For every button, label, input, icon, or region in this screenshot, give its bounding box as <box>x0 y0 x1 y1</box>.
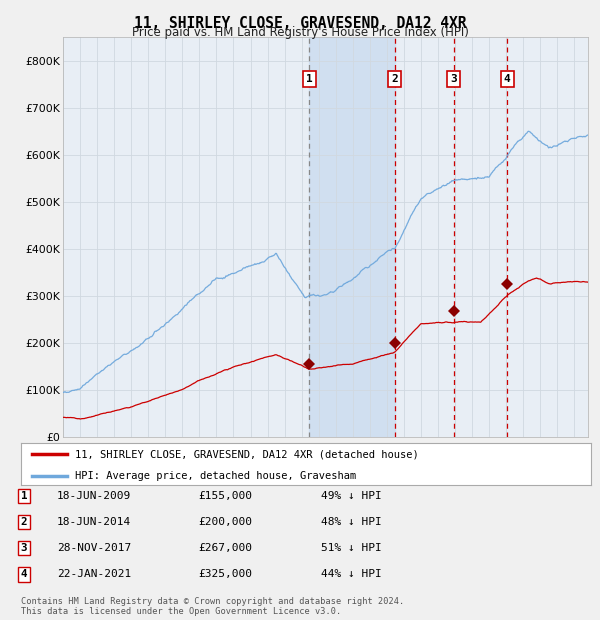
Text: Contains HM Land Registry data © Crown copyright and database right 2024.: Contains HM Land Registry data © Crown c… <box>21 597 404 606</box>
Text: 28-NOV-2017: 28-NOV-2017 <box>57 543 131 553</box>
Text: 11, SHIRLEY CLOSE, GRAVESEND, DA12 4XR (detached house): 11, SHIRLEY CLOSE, GRAVESEND, DA12 4XR (… <box>75 450 419 459</box>
Text: £200,000: £200,000 <box>198 517 252 527</box>
Text: £155,000: £155,000 <box>198 491 252 501</box>
Text: 4: 4 <box>504 74 511 84</box>
Text: This data is licensed under the Open Government Licence v3.0.: This data is licensed under the Open Gov… <box>21 607 341 616</box>
Text: 51% ↓ HPI: 51% ↓ HPI <box>321 543 382 553</box>
Text: 18-JUN-2009: 18-JUN-2009 <box>57 491 131 501</box>
Text: 49% ↓ HPI: 49% ↓ HPI <box>321 491 382 501</box>
Text: 2: 2 <box>21 517 27 527</box>
Text: 48% ↓ HPI: 48% ↓ HPI <box>321 517 382 527</box>
Bar <box>310 37 395 437</box>
Text: 3: 3 <box>21 543 27 553</box>
Text: Price paid vs. HM Land Registry's House Price Index (HPI): Price paid vs. HM Land Registry's House … <box>131 26 469 39</box>
Text: 1: 1 <box>306 74 313 84</box>
Text: 11, SHIRLEY CLOSE, GRAVESEND, DA12 4XR: 11, SHIRLEY CLOSE, GRAVESEND, DA12 4XR <box>134 16 466 30</box>
Text: 22-JAN-2021: 22-JAN-2021 <box>57 569 131 579</box>
Text: 1: 1 <box>21 491 27 501</box>
Text: 2: 2 <box>391 74 398 84</box>
Text: 3: 3 <box>450 74 457 84</box>
Text: 18-JUN-2014: 18-JUN-2014 <box>57 517 131 527</box>
Text: 4: 4 <box>21 569 27 579</box>
Text: £325,000: £325,000 <box>198 569 252 579</box>
Text: £267,000: £267,000 <box>198 543 252 553</box>
Text: 44% ↓ HPI: 44% ↓ HPI <box>321 569 382 579</box>
Text: HPI: Average price, detached house, Gravesham: HPI: Average price, detached house, Grav… <box>75 471 356 480</box>
